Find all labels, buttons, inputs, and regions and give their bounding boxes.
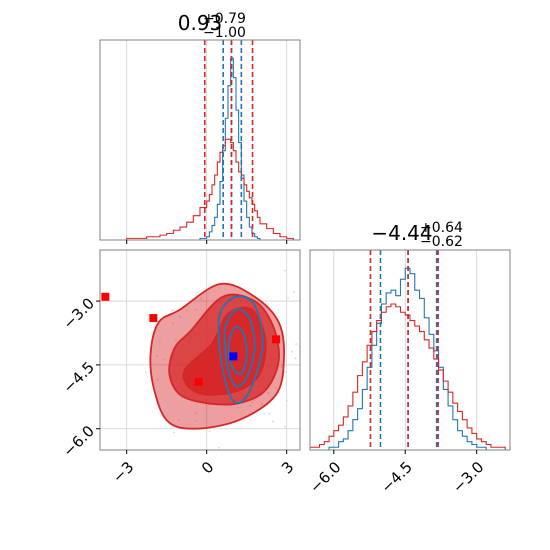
- scatter-point: [266, 391, 269, 394]
- grid-bottom-right: [333, 250, 478, 450]
- scatter-point: [196, 291, 199, 294]
- scatter-point: [249, 404, 252, 407]
- red-marker-3: [194, 377, 203, 386]
- panel-top-left: 0.93 +0.79 −1.00: [99, 11, 301, 244]
- title-minus-bottom-right: −0.62: [420, 234, 463, 250]
- scatter-point: [84, 322, 86, 324]
- scatter-point: [287, 297, 290, 299]
- scatter-point: [175, 338, 177, 341]
- blue-contour-1: [223, 308, 256, 388]
- scatter-point: [195, 420, 198, 422]
- scatter-point: [293, 291, 296, 293]
- title-top-left: 0.93: [178, 11, 223, 35]
- scatter-point: [220, 502, 222, 504]
- scatter-point: [229, 404, 232, 407]
- scatter-point: [260, 403, 263, 406]
- scatter-point: [185, 309, 188, 312]
- panel-bottom-right: −6.0 −4.5 −3.0 −4.44 +0.64 −0.62: [306, 220, 511, 497]
- blue-contour-0: [217, 295, 264, 405]
- red-marker-2: [272, 335, 280, 344]
- red-marker-1: [149, 314, 158, 323]
- axes-frame-top-left: [99, 39, 301, 241]
- x-tick-label: 3: [278, 458, 297, 477]
- scatter-point: [294, 357, 297, 360]
- scatter-point: [268, 412, 271, 415]
- scatter-point: [253, 399, 256, 402]
- panel-bottom-left: −3 0 3 −3.0 −4.5 −6.0: [60, 249, 301, 504]
- scatter-point: [200, 297, 203, 300]
- title-bottom-right: −4.44: [371, 221, 432, 245]
- scatter-point: [295, 343, 298, 345]
- scatter-point: [251, 401, 254, 404]
- histogram-series-0: [100, 57, 300, 240]
- x-tick-label: −4.5: [377, 458, 415, 496]
- scatter-point: [280, 365, 283, 368]
- red-marker-0: [101, 292, 110, 301]
- scatter-point: [285, 371, 288, 373]
- scatter-point: [208, 430, 211, 433]
- axes-frame-bottom-right: [309, 249, 511, 451]
- scatter-point: [271, 420, 274, 423]
- ticks-bottom-right: −6.0 −4.5 −3.0: [306, 450, 487, 497]
- y-tick-label: −6.0: [60, 422, 98, 460]
- y-tick-label: −4.5: [60, 358, 98, 396]
- x-tick-label: 0: [198, 458, 217, 477]
- ticks-top-left: [126, 240, 288, 244]
- scatter-point: [195, 412, 198, 414]
- scatter-point: [159, 340, 161, 342]
- scatter-point: [156, 355, 159, 358]
- scatter-point: [172, 322, 175, 325]
- scatter-point: [217, 446, 220, 449]
- title-plus-bottom-right: +0.64: [420, 220, 463, 236]
- scatter-point: [285, 399, 288, 402]
- y-tick-label: −3.0: [60, 294, 98, 332]
- scatter-point: [162, 358, 165, 361]
- scatter-point: [274, 387, 277, 390]
- x-tick-label: −3.0: [449, 458, 487, 496]
- axes-frame-bottom-left: [99, 249, 301, 451]
- title-plus-top-left: +0.79: [203, 11, 246, 27]
- scatter-point: [172, 309, 175, 312]
- scatter-point: [178, 419, 180, 422]
- histogram-series-0: [310, 267, 510, 450]
- scatter-point: [284, 425, 286, 428]
- grid-bottom-left: [100, 250, 300, 450]
- x-tick-label: −3: [109, 458, 137, 486]
- x-tick-label: −6.0: [306, 458, 344, 496]
- title-value: 0.93: [178, 11, 223, 35]
- quantile-lines-top-left: [204, 40, 254, 240]
- blue-marker-0: [229, 352, 238, 361]
- scatter-point: [263, 412, 266, 415]
- title-minus-top-left: −1.00: [203, 25, 246, 41]
- scatter-point: [156, 378, 159, 381]
- quantile-lines-bottom-right: [369, 250, 439, 450]
- scatter-point: [236, 406, 239, 409]
- scatter-point: [291, 350, 293, 353]
- scatter-point: [195, 308, 198, 311]
- red-contour-2: [182, 306, 267, 396]
- scatter-point: [179, 315, 182, 318]
- markers: [101, 292, 280, 386]
- scatter-point: [144, 371, 147, 373]
- scatter-point: [173, 431, 175, 434]
- scatter-point: [283, 269, 286, 272]
